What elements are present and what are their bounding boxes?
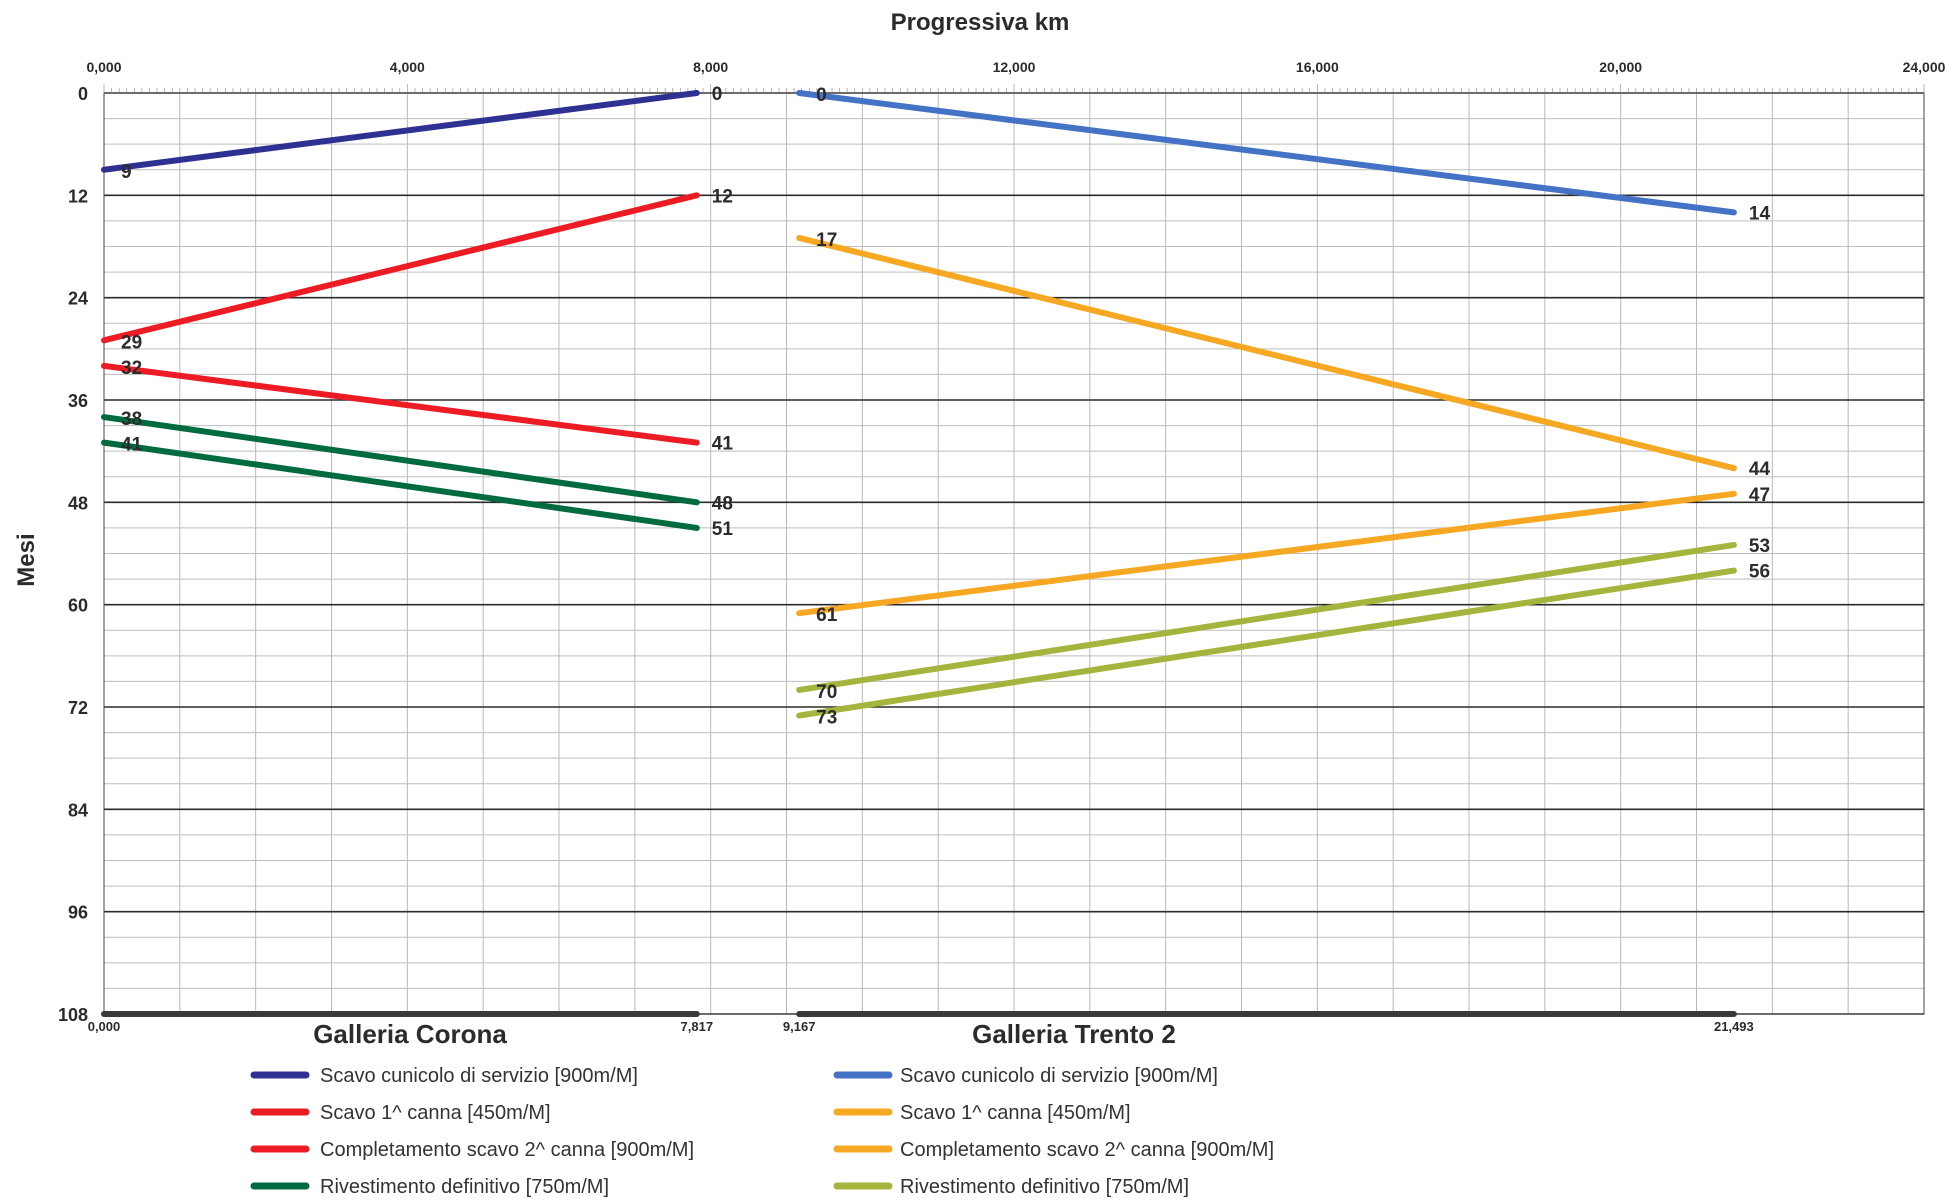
y-tick-label: 72 bbox=[68, 698, 88, 718]
legend-item-label: Completamento scavo 2^ canna [900m/M] bbox=[900, 1139, 1274, 1161]
data-label-end: 0 bbox=[712, 84, 723, 105]
series-line bbox=[796, 567, 1737, 719]
chart-title: Progressiva km bbox=[891, 9, 1070, 36]
y-tick-label: 12 bbox=[68, 186, 88, 206]
data-label-end: 41 bbox=[712, 434, 734, 455]
data-label-start: 73 bbox=[816, 708, 837, 729]
y-tick-label: 0 bbox=[78, 84, 88, 104]
tunnel-end-label: 21,493 bbox=[1714, 1019, 1754, 1034]
data-label-start: 41 bbox=[121, 435, 143, 456]
data-label-start: 38 bbox=[121, 409, 142, 430]
x-tick-label: 16,000 bbox=[1296, 59, 1339, 75]
legend-item-label: Scavo cunicolo di servizio [900m/M] bbox=[320, 1065, 638, 1087]
data-label-end: 51 bbox=[712, 519, 734, 540]
data-label-start: 0 bbox=[816, 85, 827, 106]
tunnel-start-label: 0,000 bbox=[88, 1019, 121, 1034]
data-label-end: 47 bbox=[1749, 485, 1770, 506]
x-tick-label: 20,000 bbox=[1599, 59, 1642, 75]
data-label-start: 61 bbox=[816, 605, 838, 626]
y-tick-label: 108 bbox=[58, 1005, 88, 1025]
legend-item-label: Completamento scavo 2^ canna [900m/M] bbox=[320, 1139, 694, 1161]
tunnel-end-label: 7,817 bbox=[681, 1019, 714, 1034]
legend-item-label: Rivestimento definitivo [750m/M] bbox=[900, 1176, 1189, 1198]
data-label-end: 12 bbox=[712, 186, 733, 207]
data-label-end: 53 bbox=[1749, 536, 1770, 557]
series-layer bbox=[101, 90, 1737, 719]
series-line bbox=[796, 234, 1737, 472]
series-line bbox=[101, 90, 700, 173]
data-label-start: 70 bbox=[816, 682, 837, 703]
series-line bbox=[101, 439, 700, 531]
tunnel-start-label: 9,167 bbox=[783, 1019, 816, 1034]
x-tick-label: 4,000 bbox=[390, 59, 425, 75]
x-tick-label: 24,000 bbox=[1903, 59, 1946, 75]
series-line bbox=[101, 192, 700, 344]
data-label-start: 32 bbox=[121, 358, 142, 379]
legend: Galleria Corona Scavo cunicolo di servizi… bbox=[250, 1019, 1274, 1198]
data-label-end: 48 bbox=[712, 493, 733, 514]
series-line bbox=[796, 541, 1737, 693]
data-label-end: 14 bbox=[1749, 203, 1771, 224]
series-line bbox=[101, 362, 700, 446]
y-tick-label: 60 bbox=[68, 596, 88, 616]
series-line bbox=[101, 414, 700, 506]
data-label-start: 17 bbox=[816, 230, 837, 251]
legend-item-label: Rivestimento definitivo [750m/M] bbox=[320, 1176, 609, 1198]
x-tick-label: 12,000 bbox=[993, 59, 1036, 75]
y-tick-label: 48 bbox=[68, 493, 88, 513]
data-label-end: 44 bbox=[1749, 459, 1771, 480]
legend-item-label: Scavo 1^ canna [450m/M] bbox=[900, 1102, 1131, 1124]
axes: 0,000 4,000 8,000 12,000 16,000 20,000 24,000 0… bbox=[58, 59, 1946, 1034]
data-label-start: 29 bbox=[121, 332, 142, 353]
x-tick-label: 8,000 bbox=[693, 59, 728, 75]
y-tick-label: 84 bbox=[68, 800, 88, 820]
series-line bbox=[796, 90, 1737, 216]
legend-group-title: Galleria Trento 2 bbox=[972, 1019, 1176, 1049]
y-tick-label: 96 bbox=[68, 903, 88, 923]
series-line bbox=[796, 490, 1737, 617]
data-labels: 9 0 29 12 32 41 38 48 41 51 0 14 17 44 61 47 70 53 73 56 bbox=[121, 84, 1770, 729]
x-tick-label: 0,000 bbox=[86, 59, 121, 75]
legend-item-label: Scavo cunicolo di servizio [900m/M] bbox=[900, 1065, 1218, 1087]
legend-group-title: Galleria Corona bbox=[313, 1019, 507, 1049]
y-tick-label: 24 bbox=[68, 289, 88, 309]
y-tick-label: 36 bbox=[68, 391, 88, 411]
data-label-start: 9 bbox=[121, 162, 132, 183]
legend-item-label: Scavo 1^ canna [450m/M] bbox=[320, 1102, 551, 1124]
data-label-end: 56 bbox=[1749, 562, 1770, 583]
y-axis-label: Mesi bbox=[13, 533, 40, 586]
plot-grid bbox=[103, 92, 1925, 1015]
